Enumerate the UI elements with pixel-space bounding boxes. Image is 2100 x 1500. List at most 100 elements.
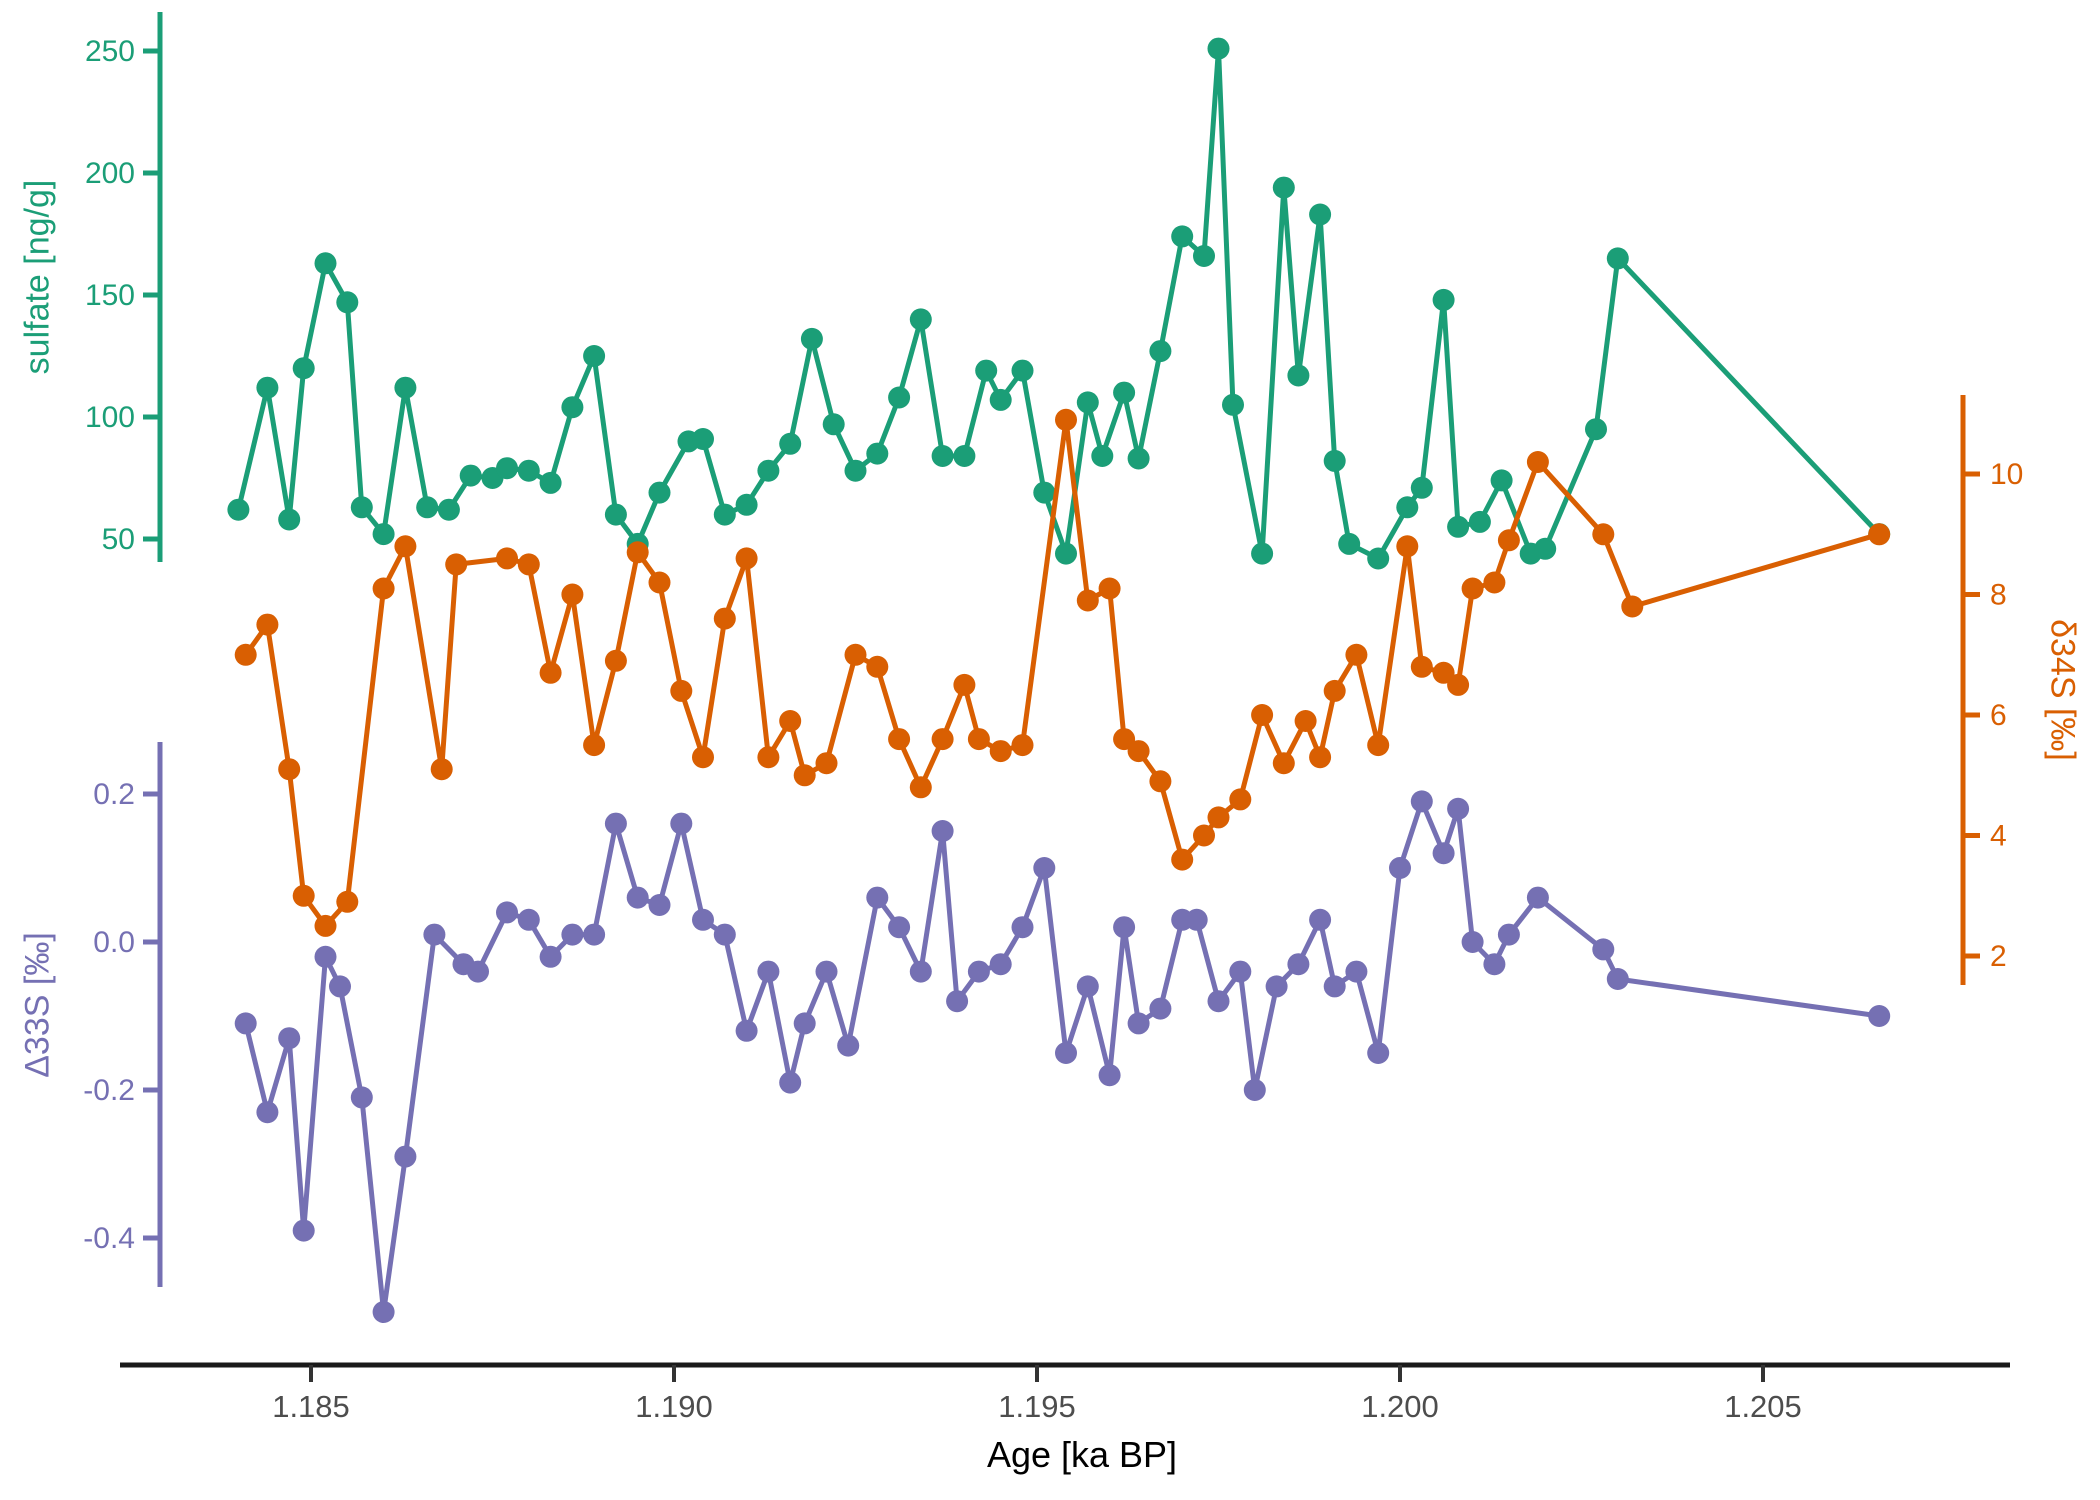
d33s-point: [1185, 908, 1208, 931]
d34s-tick-label: 2: [1990, 940, 2007, 973]
d34s-point: [953, 673, 976, 696]
d34s-point: [670, 679, 693, 702]
d34s-point: [1309, 746, 1332, 769]
sulfate-point: [292, 357, 315, 380]
d34s-point: [1055, 408, 1077, 431]
sulfate-point: [713, 503, 736, 526]
d34s-point: [844, 643, 867, 666]
d34s-point: [692, 746, 714, 769]
d34s-point: [815, 752, 838, 775]
d33s-point: [394, 1145, 417, 1168]
d33s-point: [1497, 923, 1520, 946]
x-axis-tick-label: 1.205: [1724, 1389, 1802, 1424]
d34s-point: [517, 553, 540, 576]
d34s-point: [1251, 704, 1274, 726]
d33s-point: [815, 960, 838, 983]
d33s-point: [1367, 1042, 1390, 1064]
d33s-point: [314, 945, 337, 968]
d34s-point: [793, 764, 816, 787]
d34s-tick-label: 8: [1990, 579, 2007, 612]
d33s-point: [1113, 916, 1136, 939]
d33s-point: [1461, 931, 1484, 953]
d34s-point: [430, 758, 453, 781]
d34s-point: [735, 547, 758, 570]
sulfate-point: [975, 359, 998, 382]
sulfate-point: [394, 376, 417, 399]
d34s-point: [1526, 451, 1549, 473]
sulfate-point: [496, 457, 518, 480]
d33s-point: [1287, 953, 1310, 976]
d33s-point: [604, 812, 627, 835]
sulfate-point: [561, 396, 584, 419]
d33s-point: [989, 953, 1012, 976]
d34s-tick-label: 4: [1990, 820, 2007, 853]
d33s-point: [909, 960, 932, 983]
d33s-point: [735, 1019, 758, 1042]
d33s-point: [626, 886, 649, 909]
d34s-tick-label: 10: [1990, 458, 2023, 491]
sulfate-point: [278, 508, 301, 531]
d34s-point: [648, 571, 671, 594]
d33s-point: [496, 901, 518, 924]
sulfate-point: [1091, 445, 1114, 467]
d34s-point: [1193, 824, 1215, 847]
d33s-point: [1868, 1005, 1891, 1027]
sulfate-point: [822, 413, 845, 436]
d33s-tick-label: 0.2: [93, 778, 135, 811]
d33s-point: [517, 908, 540, 931]
d33s-point: [1011, 916, 1034, 939]
d33s-point: [866, 886, 889, 909]
sulfate-point: [256, 376, 279, 399]
d34s-point: [866, 655, 889, 678]
d34s-point: [1367, 734, 1390, 757]
d34s-point: [1497, 529, 1520, 552]
d33s-point: [1265, 975, 1288, 998]
sulfate-point: [1338, 532, 1361, 555]
sulfate-point: [1149, 340, 1172, 363]
d33s-point: [234, 1012, 257, 1035]
d33s-axis: 0.2 0.0 -0.2 -0.4: [83, 742, 163, 1287]
d33s-point: [946, 990, 969, 1013]
d33s-point: [292, 1219, 315, 1242]
d34s-point: [539, 661, 562, 684]
sulfate-point: [1468, 510, 1491, 533]
d34s-point: [1272, 752, 1295, 775]
sulfate-point: [372, 523, 395, 546]
sulfate-point: [1055, 542, 1077, 565]
d33s-point: [793, 1012, 816, 1035]
sulfate-point: [1113, 381, 1136, 404]
d34s-point: [1868, 523, 1891, 546]
sulfate-point: [1251, 542, 1274, 565]
d34s-point: [931, 728, 954, 751]
d33s-point: [1149, 997, 1172, 1020]
sulfate-point: [1367, 547, 1390, 570]
sulfate-point: [953, 445, 976, 467]
sulfate-point: [437, 498, 460, 521]
d33s-point: [1033, 857, 1056, 879]
d34s-point: [1127, 740, 1150, 763]
d34s-point: [604, 649, 627, 672]
sulfate-point: [1171, 225, 1194, 248]
d33s-point: [561, 923, 584, 946]
sulfate-point: [350, 496, 373, 519]
sulfate-tick-label: 150: [85, 279, 135, 312]
sulfate-point: [459, 464, 482, 487]
sulfate-point: [735, 493, 758, 516]
d34s-line: [243, 417, 1882, 929]
d33s-point: [713, 923, 736, 946]
d33s-point: [467, 960, 489, 983]
d33s-point: [423, 923, 446, 946]
d34s-point: [713, 607, 736, 630]
sulfate-tick-label: 100: [85, 401, 135, 434]
sulfate-point: [844, 459, 867, 482]
sulfate-point: [1272, 176, 1295, 199]
sulfate-point: [517, 459, 540, 482]
sulfate-point: [1396, 496, 1419, 519]
d34s-point: [234, 643, 257, 666]
d34s-point: [1076, 589, 1099, 612]
sulfate-point: [692, 428, 714, 450]
d33s-point: [1432, 842, 1455, 865]
sulfate-point: [1287, 364, 1310, 387]
sulfate-point: [416, 496, 439, 519]
d33s-point: [583, 923, 606, 946]
